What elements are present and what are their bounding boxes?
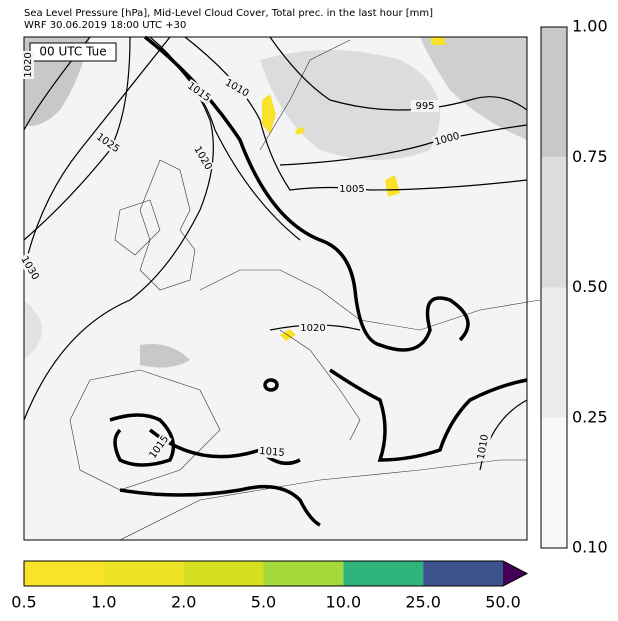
title: Sea Level Pressure [hPa], Mid-Level Clou… (24, 8, 433, 19)
contour-label: 995 (415, 101, 434, 112)
contour-label-bg (257, 444, 287, 460)
contour-label-bg (431, 129, 463, 149)
contour-label-bg (93, 130, 123, 156)
map-frame (23, 36, 528, 541)
colorbar-tick-label: 1.00 (572, 17, 608, 36)
contour-label-bg (474, 432, 492, 462)
colorbar-segment (103, 561, 184, 586)
colorbar-tick-label: 2.0 (171, 593, 196, 612)
contour-label-bg (190, 142, 216, 174)
contour-label-bg (411, 100, 439, 112)
colorbar-tick-label: 0.5 (11, 593, 36, 612)
colorbar-segment (24, 561, 104, 586)
contour-label-bg (184, 79, 214, 105)
map: 00 UTC Tue (23, 35, 541, 541)
contour-label-bg (22, 51, 34, 79)
cloud-area (140, 344, 190, 368)
colorbar-tick-label: 0.50 (572, 277, 608, 296)
colorbar-tick-label: 0.75 (572, 147, 608, 166)
colorbar-extend (503, 561, 527, 586)
colorbar-frame (23, 560, 529, 587)
contour-label-bg (146, 432, 172, 462)
colorbar-segment (541, 417, 567, 548)
colorbar-tick-label: 0.10 (572, 538, 608, 557)
colorbar-tick-label: 25.0 (405, 593, 441, 612)
colorbar-segment (423, 561, 503, 586)
colorbar-tick-label: 5.0 (251, 593, 276, 612)
contour-label: 1020 (300, 323, 325, 334)
contour-label-bg (17, 252, 43, 284)
colorbar-segment (541, 157, 567, 288)
cloud-area (24, 300, 42, 360)
bold-isobar (109, 35, 528, 527)
contour-label-bg (221, 75, 253, 101)
colorbar-segment (183, 561, 264, 586)
subtitle: WRF 30.06.2019 18:00 UTC +30 (24, 20, 186, 31)
colorbar-tick-label: 0.25 (572, 407, 608, 426)
contour-label-bg (299, 322, 327, 334)
colorbar-segment (541, 287, 567, 418)
contour-label: 1005 (339, 184, 364, 195)
colorbar-tick-label: 1.0 (91, 593, 116, 612)
colorbar-segment (263, 561, 344, 586)
colorbar-tick-label: 10.0 (326, 593, 362, 612)
contour-label: 1010 (476, 434, 491, 461)
timestamp: 00 UTC Tue (39, 45, 106, 59)
coastlines (69, 39, 541, 541)
contour-label: 1015 (259, 446, 285, 459)
colorbar-frame (540, 26, 568, 549)
contour-label: 1020 (23, 52, 34, 77)
colorbar-tick-label: 50.0 (485, 593, 521, 612)
colorbar-segment (541, 27, 567, 158)
cloud-area (420, 37, 527, 140)
contour-label-bg (338, 183, 366, 195)
colorbar-segment (343, 561, 424, 586)
